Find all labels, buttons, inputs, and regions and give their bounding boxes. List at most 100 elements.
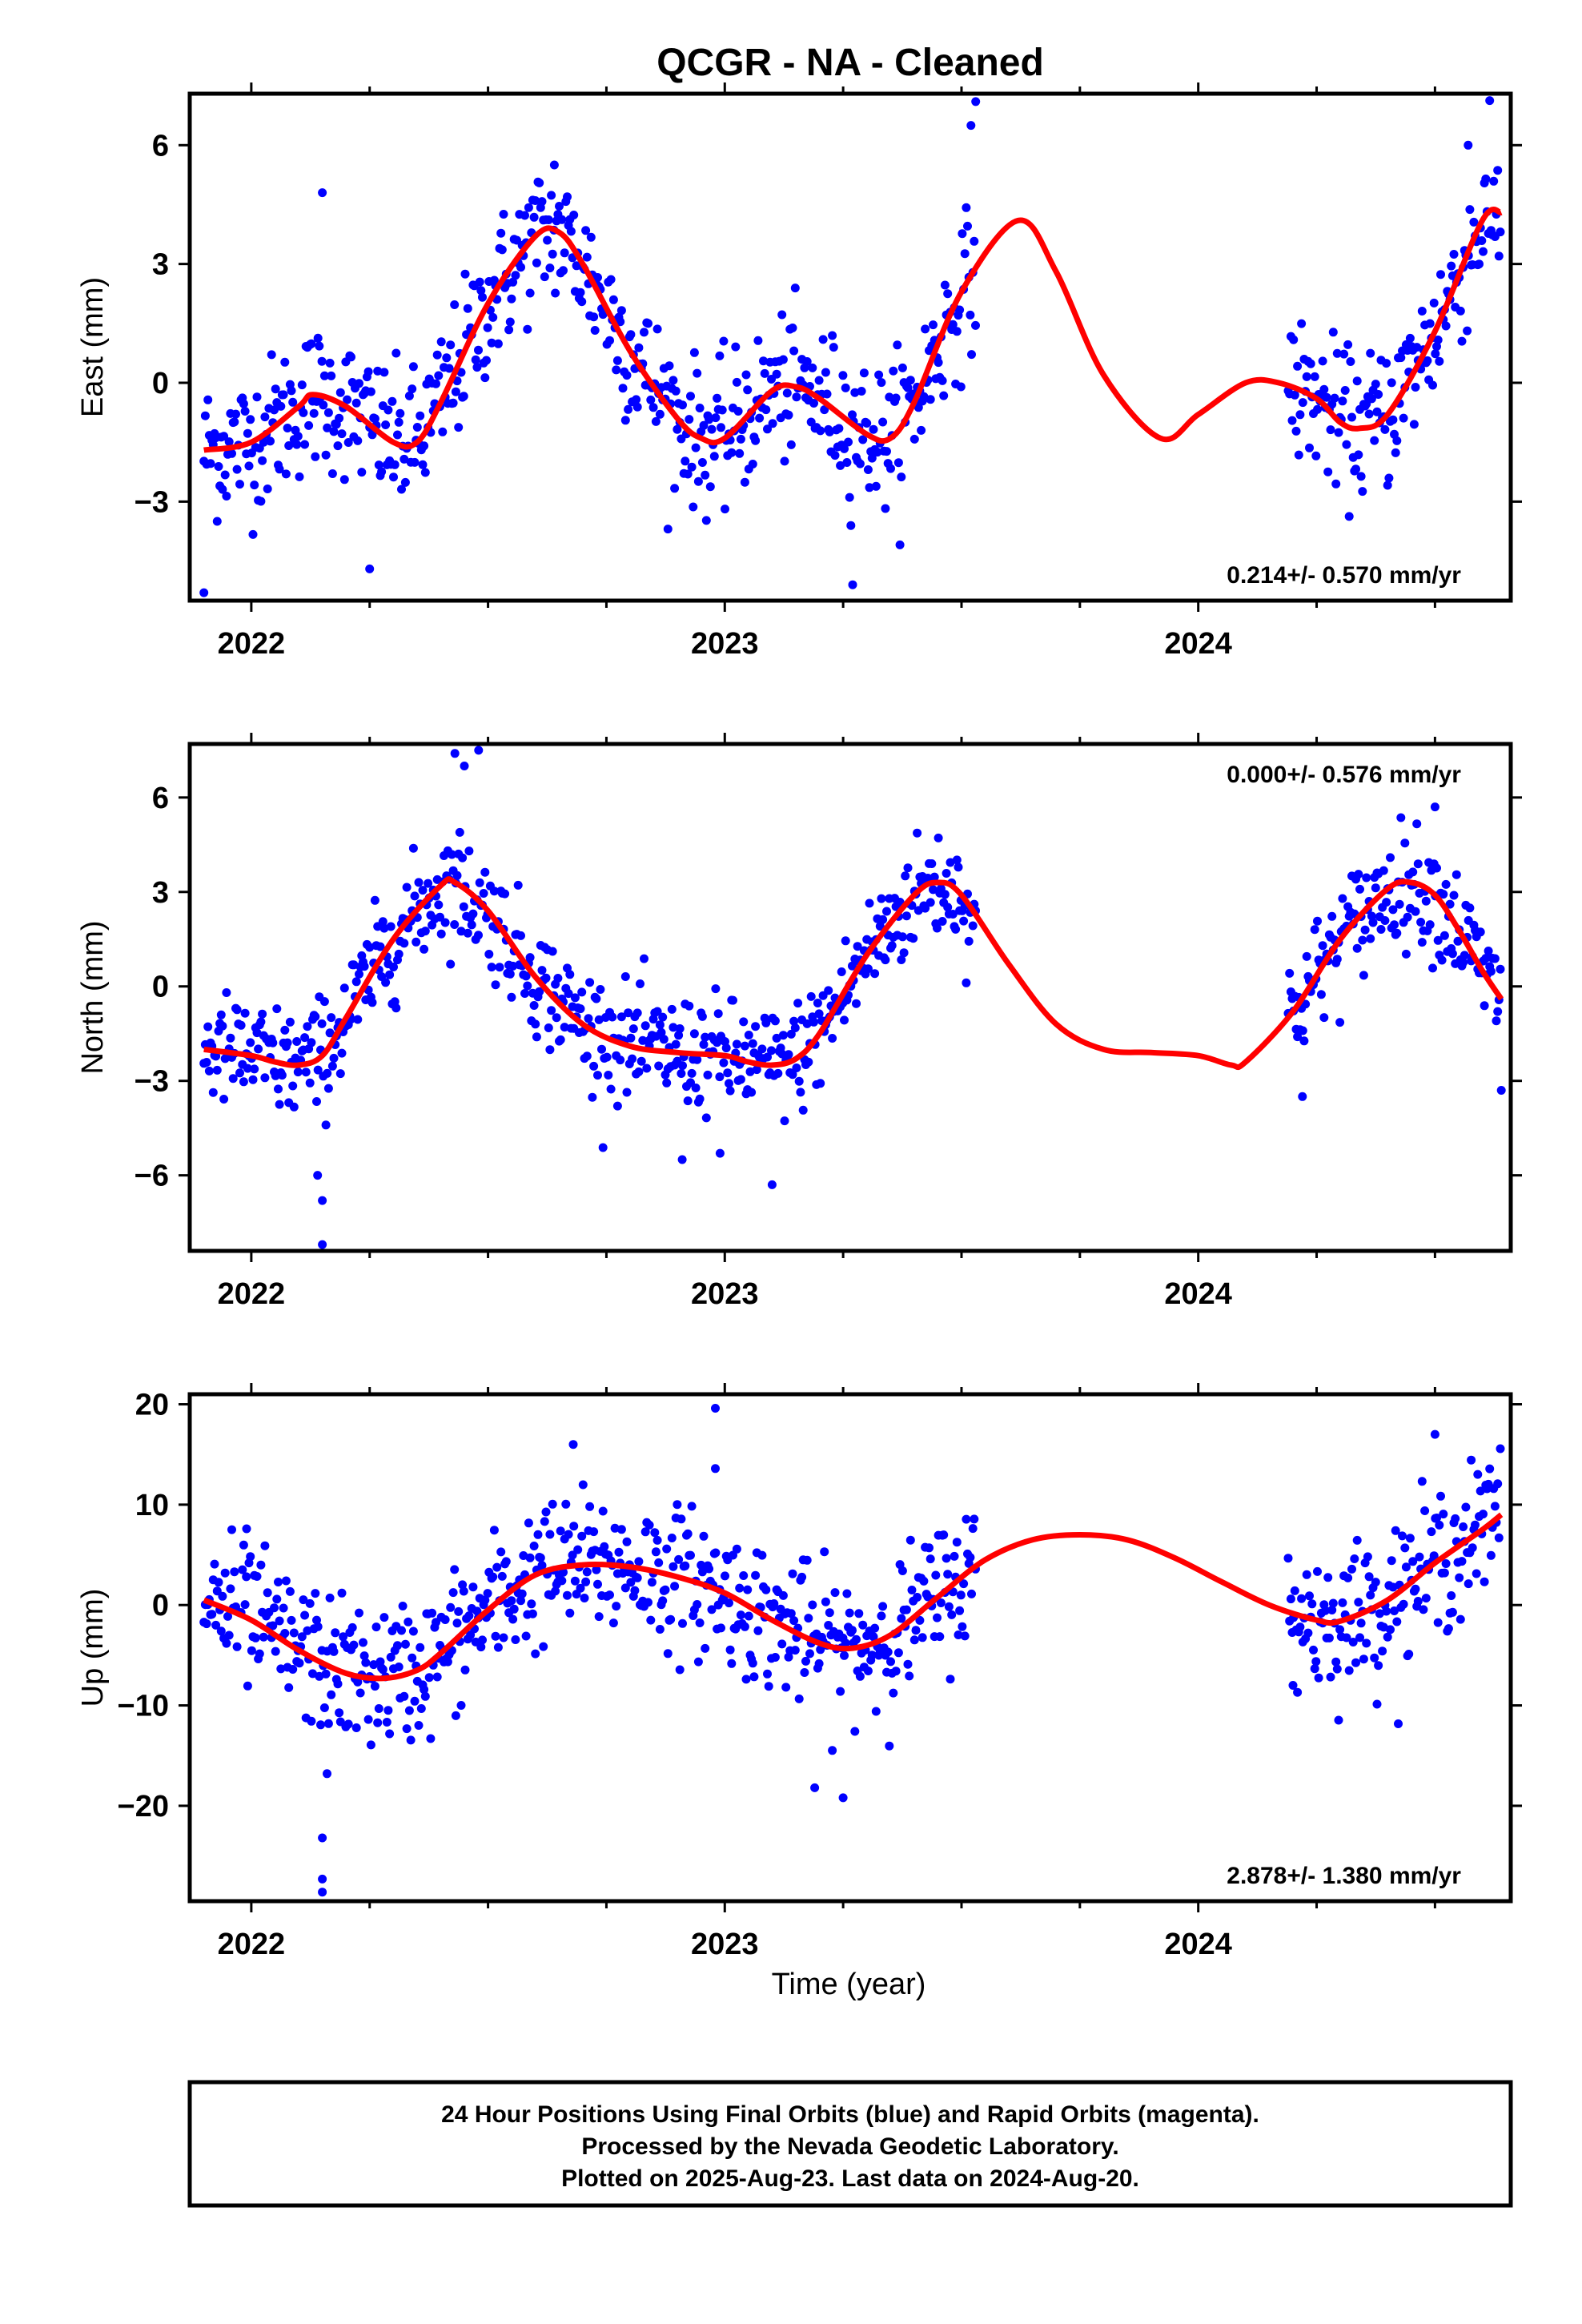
- data-point: [1432, 1514, 1441, 1522]
- data-point: [382, 1718, 391, 1727]
- data-point: [640, 954, 648, 963]
- data-point: [671, 1039, 681, 1049]
- data-point: [1376, 925, 1386, 934]
- data-point: [255, 1649, 264, 1659]
- data-point: [586, 232, 596, 242]
- data-point: [828, 1034, 837, 1043]
- data-point: [867, 1651, 877, 1660]
- data-point: [394, 1663, 404, 1671]
- data-point: [450, 1565, 460, 1574]
- data-point: [359, 962, 369, 971]
- data-point: [416, 411, 425, 420]
- data-point: [958, 229, 967, 239]
- data-point: [938, 376, 947, 385]
- data-point: [1301, 999, 1311, 1009]
- data-point: [281, 469, 291, 479]
- data-point: [789, 1616, 799, 1626]
- data-point: [885, 1741, 894, 1751]
- data-point: [1473, 1470, 1483, 1479]
- data-point: [850, 1727, 860, 1736]
- data-point: [721, 1043, 731, 1053]
- data-point: [683, 1529, 693, 1538]
- data-point: [646, 1615, 656, 1625]
- data-point: [1465, 205, 1475, 215]
- data-point: [616, 1055, 625, 1065]
- data-point: [789, 1016, 799, 1026]
- data-point: [942, 869, 951, 878]
- data-point: [565, 970, 575, 979]
- data-point: [798, 1105, 808, 1115]
- data-point: [1334, 428, 1343, 437]
- data-point: [319, 997, 329, 1007]
- data-point: [520, 211, 529, 220]
- data-point: [349, 1640, 359, 1650]
- data-point: [1392, 1617, 1402, 1626]
- data-point: [397, 1626, 406, 1635]
- data-point: [1358, 487, 1367, 497]
- data-point: [556, 1035, 565, 1044]
- plot-area: [199, 1404, 1505, 1897]
- data-point: [891, 1667, 901, 1676]
- data-point: [394, 949, 404, 959]
- data-point: [858, 1620, 868, 1630]
- data-point: [804, 1614, 813, 1623]
- data-point: [532, 258, 541, 267]
- data-point: [1297, 319, 1307, 328]
- data-point: [577, 297, 587, 307]
- data-point: [424, 1673, 434, 1683]
- data-point: [552, 1013, 561, 1023]
- data-point: [1439, 1510, 1448, 1519]
- data-point: [606, 275, 616, 284]
- data-point: [1355, 884, 1364, 894]
- data-point: [678, 400, 687, 410]
- outlier-point: [1430, 1429, 1439, 1439]
- data-point: [357, 468, 367, 477]
- data-point: [1318, 356, 1327, 366]
- data-point: [559, 266, 568, 275]
- data-point: [378, 917, 387, 927]
- data-point: [759, 356, 768, 366]
- data-point: [850, 388, 860, 397]
- data-point: [295, 472, 304, 481]
- data-point: [1425, 920, 1435, 930]
- data-point: [1400, 838, 1410, 848]
- data-point: [951, 924, 961, 934]
- data-point: [202, 1619, 211, 1629]
- data-point: [739, 1017, 749, 1027]
- data-point: [925, 1543, 934, 1553]
- data-point: [897, 363, 907, 372]
- data-point: [585, 978, 595, 987]
- data-point: [519, 1551, 528, 1560]
- data-point: [744, 1611, 753, 1621]
- data-point: [630, 1586, 640, 1595]
- data-point: [279, 1603, 288, 1613]
- data-point: [903, 1659, 913, 1669]
- data-point: [454, 1606, 464, 1616]
- data-point: [416, 1704, 426, 1713]
- data-point: [943, 1570, 953, 1579]
- data-point: [1323, 467, 1333, 476]
- data-point: [402, 883, 412, 892]
- data-point: [1388, 905, 1398, 915]
- data-point: [394, 417, 404, 427]
- data-point: [882, 447, 891, 456]
- data-point: [1372, 407, 1382, 416]
- data-point: [670, 1582, 680, 1591]
- data-point: [1481, 174, 1491, 183]
- data-point: [289, 1102, 299, 1112]
- data-point: [652, 1007, 662, 1016]
- data-point: [1372, 1699, 1382, 1709]
- outlier-point: [318, 188, 327, 198]
- data-point: [299, 408, 308, 417]
- up-panel: −20 −10 0 10 20 2022 2023 2024 Up (mm) 2.878+/- 1…: [76, 1383, 1522, 1961]
- data-point: [790, 1023, 800, 1032]
- data-point: [325, 1593, 335, 1602]
- data-point: [563, 192, 572, 202]
- data-point: [697, 1011, 707, 1021]
- data-point: [1338, 1598, 1347, 1607]
- rate-annotation: 2.878+/- 1.380 mm/yr: [1227, 1863, 1461, 1889]
- data-point: [608, 295, 618, 304]
- data-point: [252, 1028, 262, 1038]
- data-point: [651, 416, 661, 426]
- data-point: [705, 415, 714, 424]
